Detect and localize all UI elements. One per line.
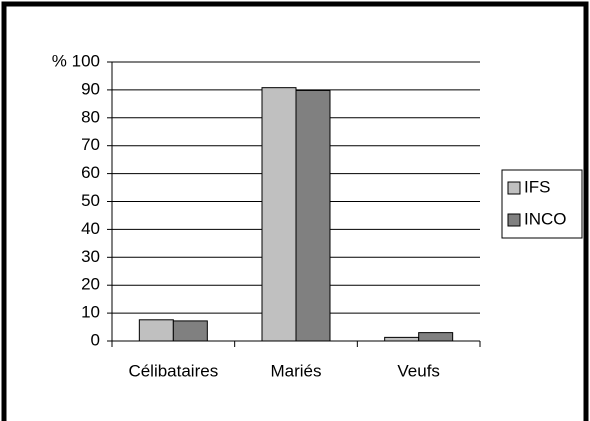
bar [261,87,297,342]
legend-swatch [507,181,521,195]
y-tick-label: 50 [81,191,100,210]
y-tick-label: 60 [81,163,100,182]
legend-label: IFS [524,177,550,196]
bar [384,336,420,342]
y-tick-label: 20 [81,275,100,294]
y-tick-label: 30 [81,247,100,266]
bar [172,320,208,342]
x-tick-label: Mariés [270,361,321,380]
legend-box [501,169,583,239]
y-tick-label: % 100 [52,51,100,70]
bar [418,332,454,342]
y-tick-label: 90 [81,79,100,98]
y-tick-label: 40 [81,219,100,238]
x-tick-label: Célibataires [128,361,218,380]
x-tick-label: Veufs [397,361,440,380]
y-tick-label: 80 [81,107,100,126]
legend-swatch [507,213,521,227]
bar [295,89,331,342]
y-tick-label: 0 [91,330,100,349]
y-tick-label: 70 [81,135,100,154]
y-tick-label: 10 [81,303,100,322]
bar [138,319,174,342]
legend-label: INCO [524,209,567,228]
